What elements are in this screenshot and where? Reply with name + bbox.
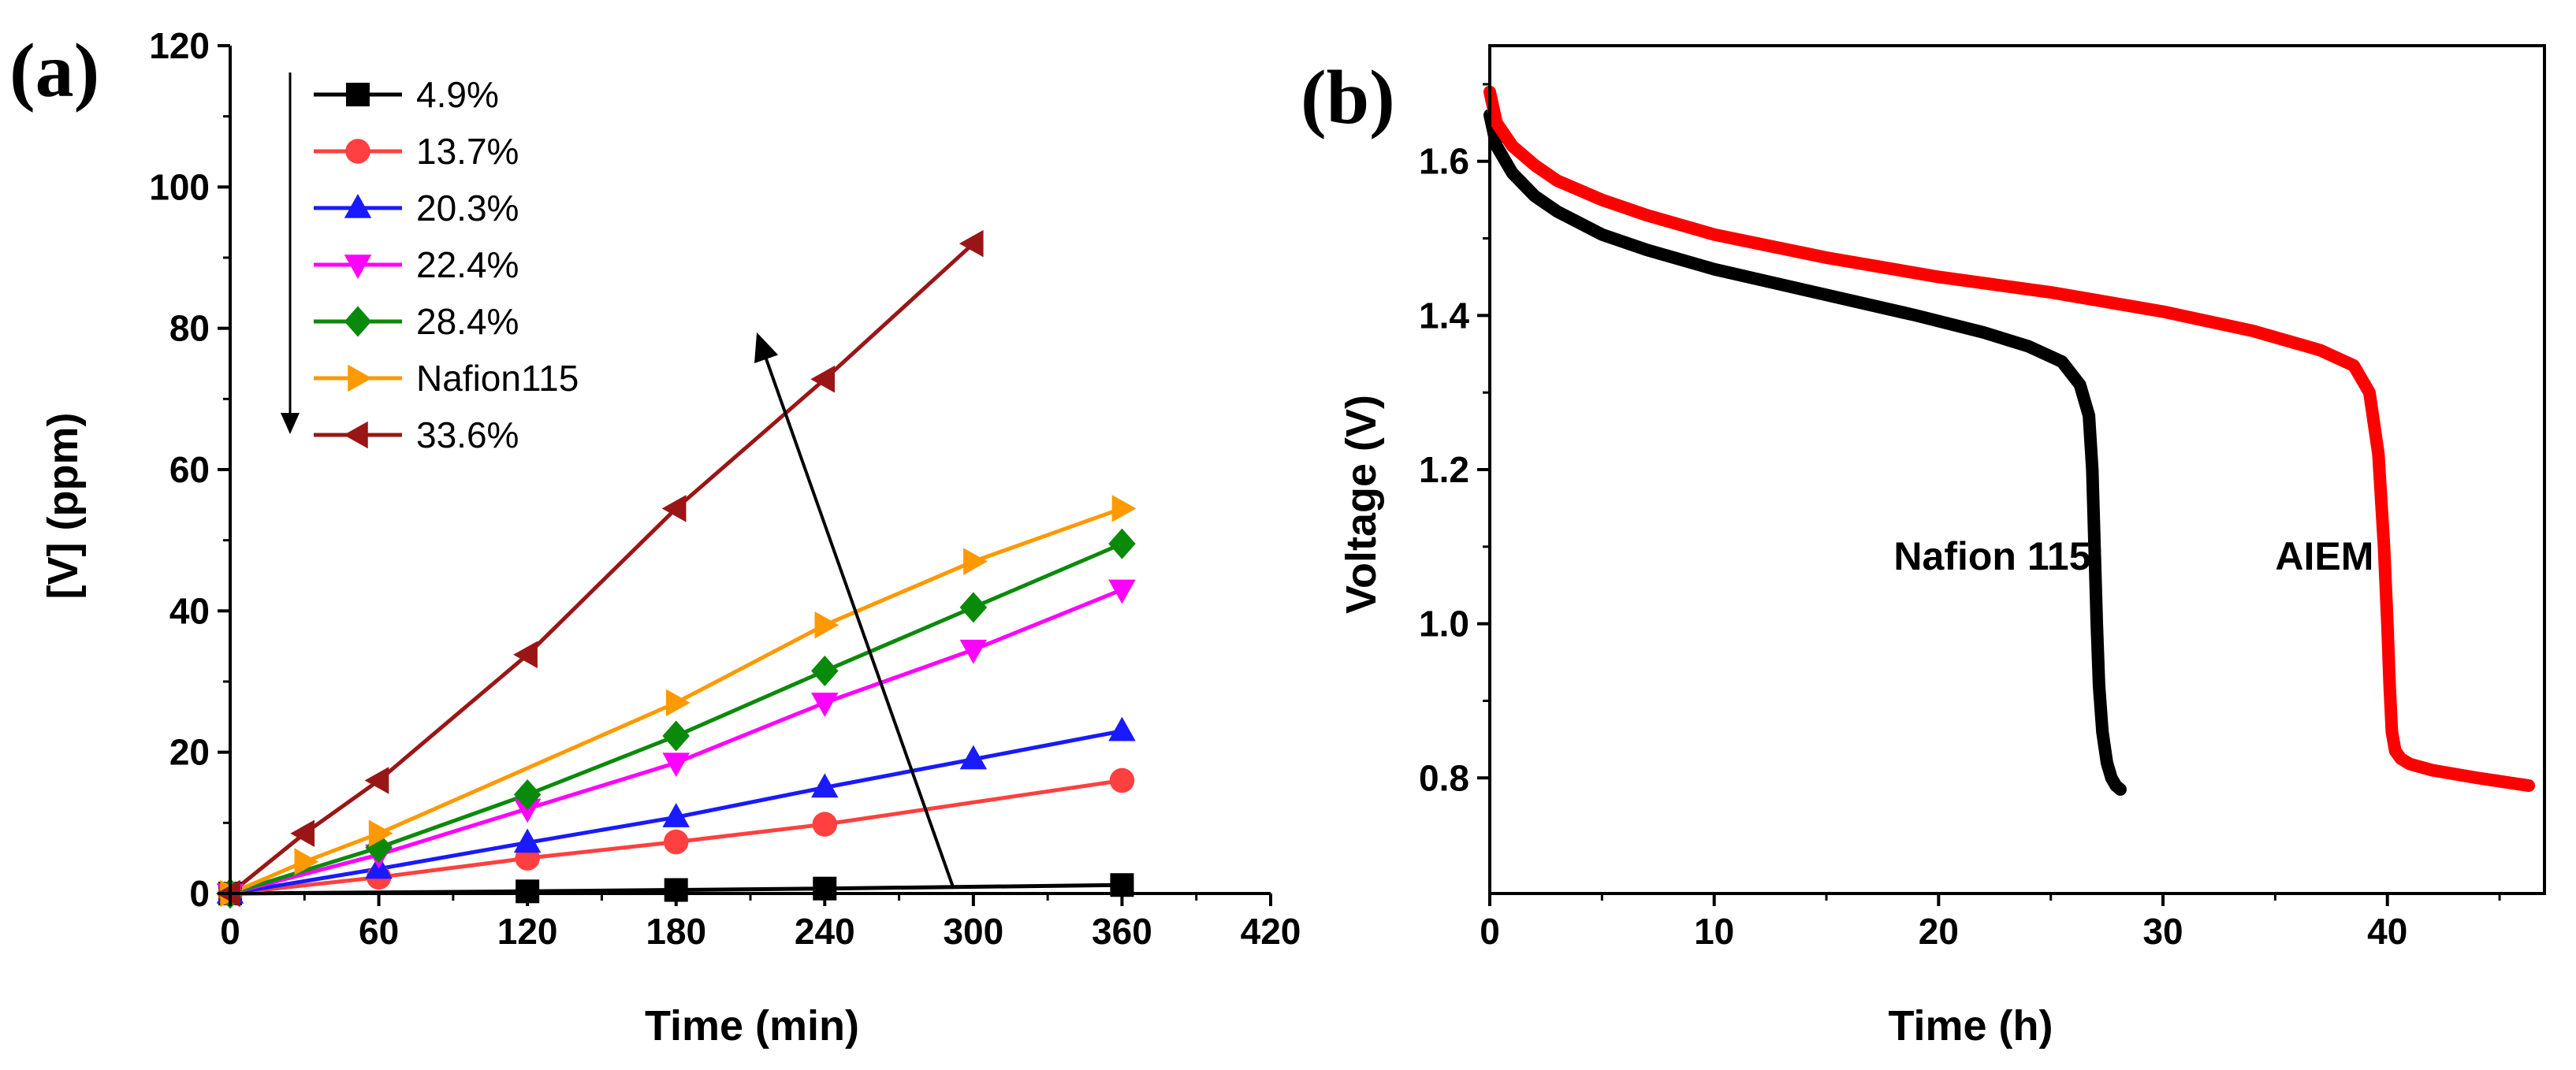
panel-a-annotations [754, 332, 955, 890]
panel-a-data-point-33-6 [661, 495, 687, 522]
panel-a-y-tick-label: 100 [149, 166, 210, 207]
panel-b-series-line-aiem [1483, 85, 2536, 793]
panel-b-annotations: Nafion 115 AIEM [1893, 534, 2373, 578]
panel-a-y-tick-label: 60 [169, 449, 210, 490]
panel-a-data-point-33-6 [290, 819, 315, 848]
panel-a-y-tick-label: 0 [189, 873, 210, 914]
panel-a-y-tick-label: 120 [149, 25, 210, 66]
panel-a-x-tick-label: 240 [795, 911, 855, 952]
panel-b-chart: (b) Voltage (V) Time (h) 0 10 20 30 40 0.8 1.0… [1301, 44, 2546, 1050]
panel-a-legend-marker-22-4 [344, 254, 372, 279]
panel-b-series-line-nafion-115 [1483, 109, 2127, 796]
panel-a-data-point-20-3 [811, 773, 839, 798]
panel-a-data-point-22-4 [513, 798, 542, 823]
panel-a-legend: 4.9% 13.7% 20.3% 22.4% 28.4% Nafion115 33.6% [281, 72, 579, 455]
panel-a-data-point-33-6 [810, 365, 836, 393]
panel-a-data-point-20-3 [662, 803, 690, 827]
panel-a-data-point-nafion115 [1111, 495, 1137, 522]
panel-b-y-tick-label: 1.2 [1419, 449, 1469, 490]
panel-a-data-point-nafion115 [294, 848, 319, 875]
panel-b-series-group [1483, 85, 2536, 796]
panel-a-data-point-13-7 [1109, 767, 1135, 793]
panel-a-data-point-28-4 [959, 592, 988, 623]
panel-a-legend-marker-20-3 [344, 194, 372, 218]
panel-b-annotation-aiem: AIEM [2275, 534, 2373, 578]
panel-a-x-tick-label: 120 [497, 911, 558, 952]
panel-b-label: (b) [1301, 55, 1395, 140]
panel-a-y-tick-label: 80 [169, 308, 210, 349]
panel-a-data-point-nafion115 [368, 819, 393, 848]
panel-a-data-point-33-6 [513, 641, 538, 669]
panel-a-x-tick-label: 0 [220, 911, 240, 952]
panel-a-x-tick-label: 420 [1241, 911, 1301, 952]
panel-b-x-tick-label: 20 [1919, 911, 1959, 952]
panel-a-legend-marker-nafion115 [348, 364, 372, 392]
panel-a-chart: (a) [V] (ppm) Time (min) 0 60 120 180 240 300… [9, 25, 1301, 1050]
panel-b-y-tick-label: 1.4 [1419, 295, 1469, 336]
panel-a-data-point-28-4 [662, 720, 690, 752]
panel-a-legend-label-28-4: 28.4% [416, 301, 519, 342]
panel-a-data-point-20-3 [959, 745, 988, 770]
panel-a-data-point-13-7 [812, 812, 838, 837]
panel-a-data-point-28-4 [513, 778, 542, 810]
panel-a-trend-arrow [754, 332, 955, 890]
panel-a-legend-marker-28-4 [344, 306, 372, 337]
panel-a-legend-label-22-4: 22.4% [416, 244, 519, 285]
panel-b-annotation-nafion-115: Nafion 115 [1893, 534, 2090, 578]
panel-a-markers-group [216, 229, 1137, 909]
panel-a-data-point-nafion115 [665, 689, 691, 717]
panel-a-y-axis-title: [V] (ppm) [39, 413, 87, 600]
panel-a-legend-marker-33-6 [344, 421, 368, 449]
panel-a-data-point-nafion115 [814, 611, 839, 639]
panel-a-legend-marker-4-9 [346, 83, 370, 106]
panel-a-x-axis-title: Time (min) [645, 1002, 859, 1050]
panel-b-x-tick-label: 0 [1480, 911, 1500, 952]
panel-b-x-tick-label: 30 [2142, 911, 2183, 952]
panel-a-legend-label-13-7: 13.7% [416, 131, 519, 172]
panel-a-data-point-22-4 [1108, 579, 1136, 604]
panel-b-y-axis-title: Voltage (V) [1338, 395, 1385, 614]
panel-a-data-point-22-4 [662, 752, 690, 778]
panel-a-data-point-20-3 [513, 828, 542, 853]
panel-a-x-tick-label: 300 [943, 911, 1003, 952]
panel-a-data-point-13-7 [663, 829, 689, 855]
panel-a-data-point-22-4 [959, 639, 988, 664]
panel-a-legend-label-nafion115: Nafion115 [416, 358, 579, 399]
panel-b-x-axis-title: Time (h) [1888, 1002, 2053, 1050]
panel-b-x-tick-label: 10 [1694, 911, 1734, 952]
panel-a-data-point-33-6 [364, 767, 389, 794]
panel-b-y-tick-label: 1.0 [1419, 604, 1469, 645]
panel-b-ticks: 0 10 20 30 40 0.8 1.0 1.2 1.4 1.6 [1419, 83, 2501, 952]
panel-a-x-tick-label: 180 [646, 911, 706, 952]
panel-a-legend-label-20-3: 20.3% [416, 188, 519, 228]
panel-a-data-point-28-4 [1108, 528, 1136, 559]
panel-a-legend-marker-13-7 [345, 139, 370, 164]
panel-a-series-line-13-7 [229, 778, 1122, 896]
panel-a-x-tick-label: 60 [359, 911, 399, 952]
panel-a-legend-label-4-9: 4.9% [416, 74, 499, 115]
panel-a-data-point-22-4 [811, 693, 839, 717]
panel-a-data-point-20-3 [1108, 716, 1136, 741]
panel-a-y-tick-label: 40 [169, 590, 210, 631]
panel-b-y-tick-label: 0.8 [1419, 757, 1469, 798]
panel-a-ticks: 0 60 120 180 240 300 360 420 0 20 40 60 80 100 120 [149, 25, 1301, 952]
panel-b-x-tick-label: 40 [2367, 911, 2407, 952]
panel-a-legend-label-33-6: 33.6% [416, 414, 519, 455]
panel-a-y-tick-label: 20 [169, 732, 210, 773]
panel-a-data-point-33-6 [959, 229, 984, 258]
panel-a-data-point-nafion115 [963, 548, 988, 575]
panel-a-data-point-28-4 [811, 656, 839, 687]
panel-a-x-tick-label: 360 [1092, 911, 1152, 952]
panel-a-label: (a) [9, 28, 99, 113]
panel-b-y-tick-label: 1.6 [1419, 141, 1469, 182]
